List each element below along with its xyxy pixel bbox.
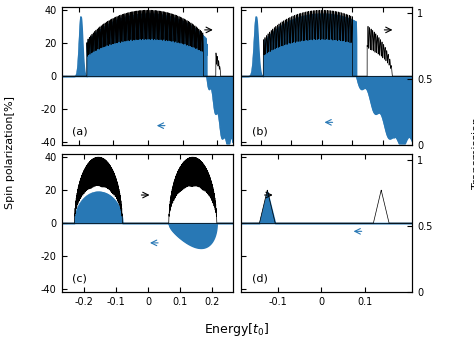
Text: (d): (d) — [252, 273, 267, 283]
Text: (c): (c) — [72, 273, 87, 283]
Text: Transmission: Transmission — [472, 117, 474, 189]
Text: Energy[$t_0$]: Energy[$t_0$] — [204, 321, 270, 338]
Text: Spin polarization[%]: Spin polarization[%] — [5, 97, 15, 209]
Text: (a): (a) — [72, 126, 88, 136]
Text: (b): (b) — [252, 126, 267, 136]
